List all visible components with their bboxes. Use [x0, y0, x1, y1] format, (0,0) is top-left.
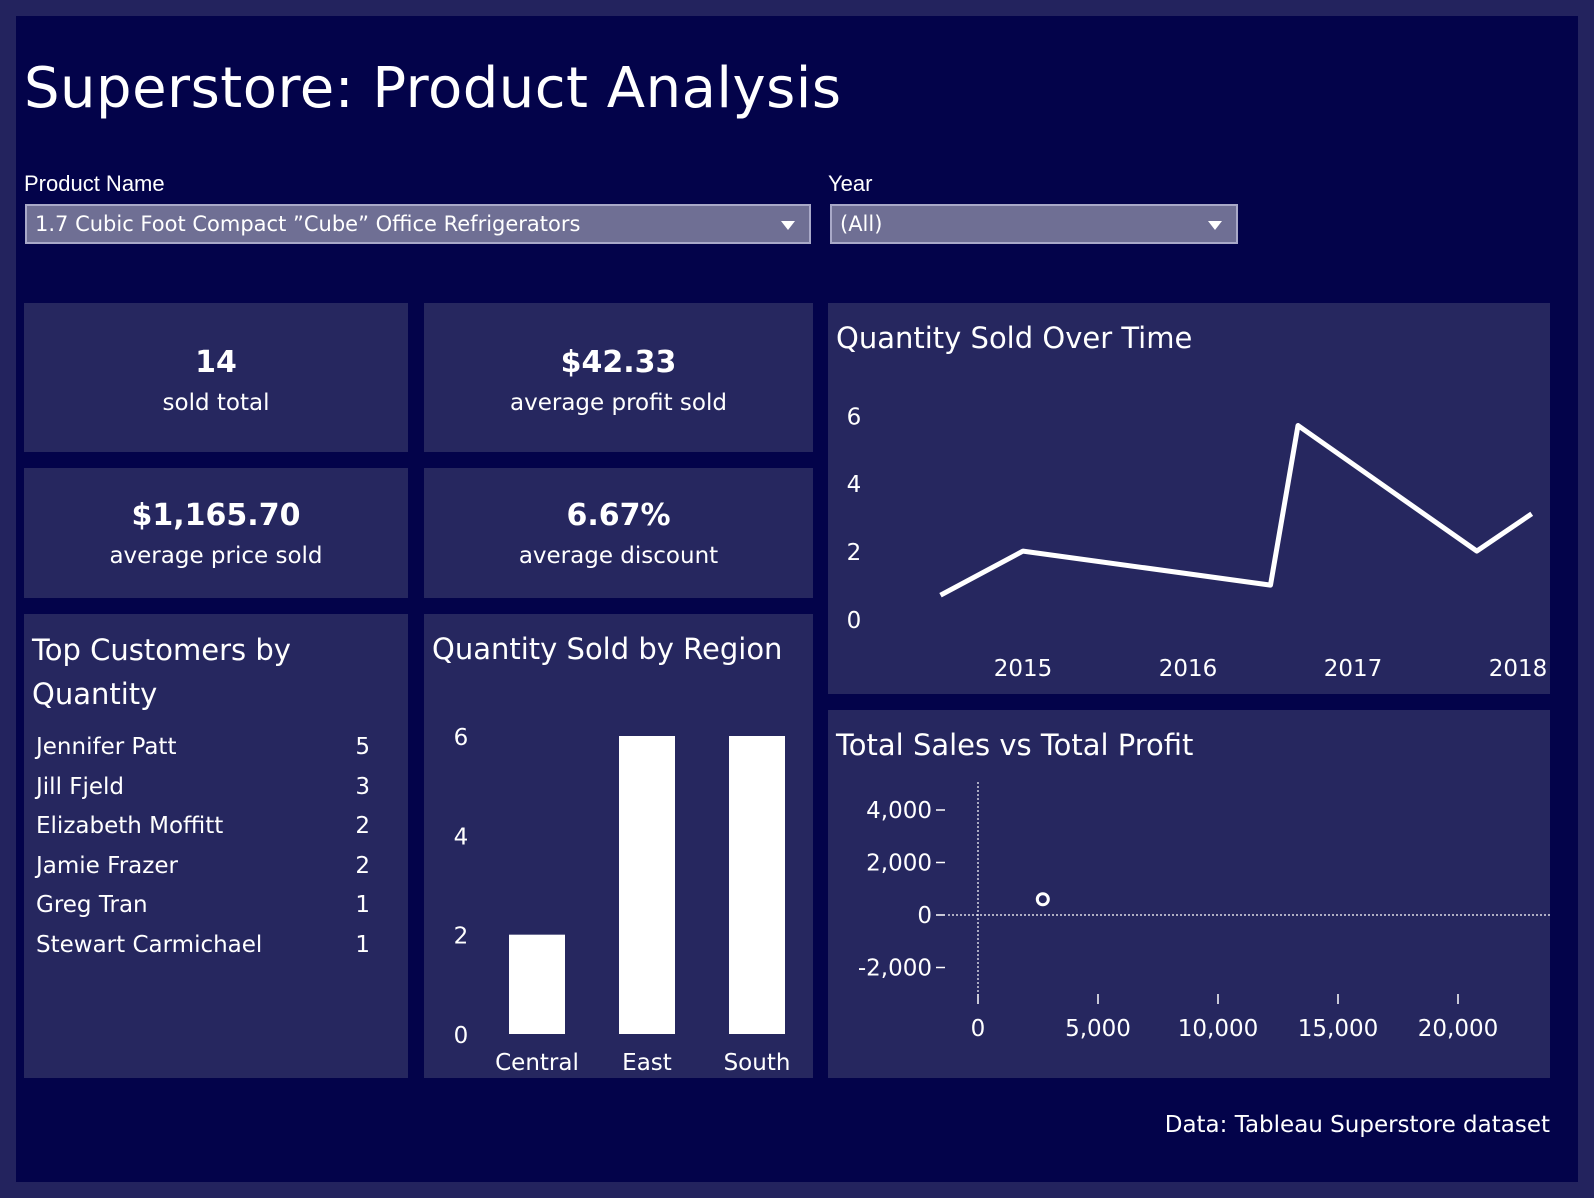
kpi-average-profit: $42.33 average profit sold	[424, 303, 813, 452]
chart-title: Quantity Sold by Region	[432, 632, 782, 666]
customer-quantity: 1	[355, 892, 370, 918]
x-tick-label: 20,000	[1418, 1016, 1498, 1042]
product-filter-label: Product Name	[24, 171, 165, 196]
region-chart-panel: Quantity Sold by Region 0 2 4 6 Central East S…	[424, 614, 813, 1078]
caret-down-icon	[1208, 221, 1222, 230]
y-tick-label: 0	[917, 903, 932, 929]
kpi-label: sold total	[162, 390, 270, 416]
customer-row: Jennifer Patt 5	[36, 734, 370, 774]
y-tick-label: -2,000	[858, 956, 932, 982]
customer-quantity: 1	[355, 931, 370, 958]
customer-quantity: 5	[355, 734, 370, 760]
customer-quantity: 3	[355, 773, 370, 800]
x-tick-label: 10,000	[1178, 1016, 1258, 1042]
x-tick-label: 5,000	[1065, 1016, 1131, 1042]
y-tick-label: 2,000	[866, 851, 932, 877]
y-tick-label: 4	[454, 824, 469, 850]
bar	[619, 736, 675, 1034]
bar	[729, 736, 785, 1034]
customer-row: Jill Fjeld 3	[36, 774, 370, 814]
x-tick-label: 0	[971, 1016, 986, 1042]
caret-down-icon	[781, 221, 795, 230]
top-customers-panel: Top Customers by Quantity Jennifer Patt 5…	[24, 614, 408, 1078]
product-name-select[interactable]: 1.7 Cubic Foot Compact ”Cube” Office Ref…	[25, 204, 811, 244]
kpi-label: average discount	[518, 543, 719, 569]
customer-row: Elizabeth Moffitt 2	[36, 813, 370, 853]
kpi-average-discount: 6.67% average discount	[424, 468, 813, 598]
x-tick-label: East	[622, 1050, 672, 1076]
customer-name: Jennifer Patt	[36, 734, 177, 760]
series-line	[939, 423, 1534, 598]
year-filter-label: Year	[828, 171, 873, 196]
product-name-value: 1.7 Cubic Foot Compact ”Cube” Office Ref…	[35, 212, 581, 236]
x-tick-label: 2015	[994, 656, 1053, 682]
x-tick-label: 2016	[1159, 656, 1218, 682]
year-select[interactable]: (All)	[830, 204, 1238, 244]
x-tick-label: 2017	[1324, 656, 1383, 682]
chart-title: Quantity Sold Over Time	[836, 321, 1192, 355]
y-tick-label: 6	[847, 404, 862, 430]
customer-name: Elizabeth Moffitt	[36, 813, 224, 839]
customer-name: Jamie Frazer	[36, 852, 178, 879]
time-chart-panel: Quantity Sold Over Time 0 2 4 6 2015 2016 2017…	[828, 303, 1550, 694]
scatter-chart-panel: Total Sales vs Total Profit 4,000 2,000 0 -…	[828, 710, 1550, 1078]
sales-profit-scatter: Total Sales vs Total Profit 4,000 2,000 0 -…	[835, 728, 1550, 1042]
page-title: Superstore: Product Analysis	[24, 56, 842, 121]
kpi-value: 6.67%	[566, 498, 671, 533]
kpi-label: average price sold	[109, 543, 323, 569]
kpi-value: 14	[195, 345, 237, 380]
region-bar-chart: Quantity Sold by Region 0 2 4 6 Central East S…	[432, 632, 791, 1076]
y-tick-label: 6	[454, 725, 469, 751]
kpi-value: $1,165.70	[131, 498, 301, 533]
x-tick-label: 15,000	[1298, 1016, 1378, 1042]
customer-row: Jamie Frazer 2	[36, 853, 370, 893]
customer-row: Greg Tran 1	[36, 892, 370, 932]
x-tick-label: South	[724, 1050, 791, 1076]
kpi-sold-total: 14 sold total	[24, 303, 408, 452]
y-tick-label: 0	[847, 608, 862, 634]
kpi-value: $42.33	[560, 345, 677, 380]
customer-name: Greg Tran	[36, 892, 148, 918]
chart-title: Total Sales vs Total Profit	[835, 728, 1193, 762]
customer-name: Stewart Carmichael	[36, 931, 263, 958]
x-tick-label: Central	[495, 1050, 579, 1076]
y-tick-label: 2	[454, 924, 469, 950]
bar	[509, 934, 565, 1034]
y-tick-label: 4,000	[866, 798, 932, 824]
customer-quantity: 2	[355, 813, 370, 839]
top-customers-title: Top Customers by Quantity	[32, 633, 291, 711]
year-value: (All)	[840, 212, 883, 236]
scatter-point	[1035, 892, 1050, 907]
data-source-note: Data: Tableau Superstore dataset	[1164, 1112, 1550, 1138]
y-tick-label: 0	[454, 1023, 469, 1049]
x-tick-label: 2018	[1489, 656, 1548, 682]
y-tick-label: 2	[847, 540, 862, 566]
customer-row: Stewart Carmichael 1	[36, 932, 370, 972]
quantity-line-chart: Quantity Sold Over Time 0 2 4 6 2015 2016 2017…	[836, 321, 1548, 682]
customer-quantity: 2	[355, 852, 370, 879]
y-tick-label: 4	[847, 472, 862, 498]
customer-name: Jill Fjeld	[36, 773, 125, 800]
kpi-label: average profit sold	[510, 390, 727, 416]
kpi-average-price: $1,165.70 average price sold	[24, 468, 408, 598]
